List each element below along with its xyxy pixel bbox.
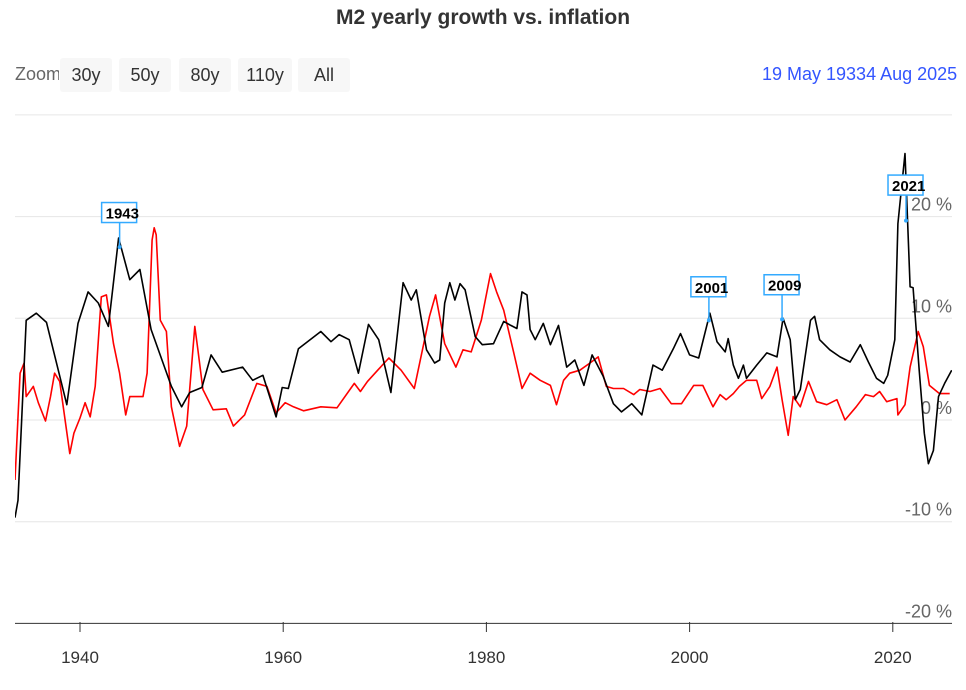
series-line-inflation <box>15 227 950 481</box>
zoom-30y-button[interactable]: 30y <box>60 58 112 92</box>
flag-box <box>763 273 800 296</box>
y-tick-label: 10 % <box>911 296 952 316</box>
y-tick-label: 20 % <box>911 195 952 215</box>
annotation-flag-2001: 2001 <box>690 276 728 323</box>
x-tick-label: 1980 <box>467 648 505 667</box>
x-tick-label: 2020 <box>874 648 912 667</box>
flag-point <box>117 245 122 250</box>
flag-label: 2009 <box>768 278 801 295</box>
x-tick-label: 1960 <box>264 648 302 667</box>
y-tick-label: 0 % <box>921 398 952 418</box>
flag-label: 2021 <box>892 178 925 195</box>
flag-box <box>887 174 924 196</box>
flag-point <box>706 318 711 323</box>
date-range-display[interactable]: 19 May 19334 Aug 2025 <box>762 64 958 84</box>
flag-label: 2001 <box>695 280 728 297</box>
chart-title: M2 yearly growth vs. inflation <box>335 6 631 29</box>
x-tick-label: 1940 <box>61 648 99 667</box>
annotation-flag-2009: 2009 <box>763 273 801 322</box>
y-tick-label: -10 % <box>905 500 952 520</box>
zoom-all-button[interactable]: All <box>298 58 350 92</box>
y-tick-label: -20 % <box>905 601 952 621</box>
zoom-110y-button[interactable]: 110y <box>238 58 292 92</box>
flag-box <box>690 276 727 298</box>
zoom-80y-button[interactable]: 80y <box>179 58 231 92</box>
flag-box <box>100 201 138 224</box>
x-tick-label: 2000 <box>671 648 709 667</box>
flag-point <box>780 317 785 322</box>
flag-label: 1943 <box>106 206 139 223</box>
zoom-50y-button[interactable]: 50y <box>119 58 171 92</box>
zoom-label: Zoom <box>15 64 59 84</box>
annotation-flag-1943: 1943 <box>100 201 139 250</box>
series-line-m2-growth <box>15 152 952 518</box>
flag-point <box>904 218 909 223</box>
annotation-flag-2021: 2021 <box>887 174 925 223</box>
